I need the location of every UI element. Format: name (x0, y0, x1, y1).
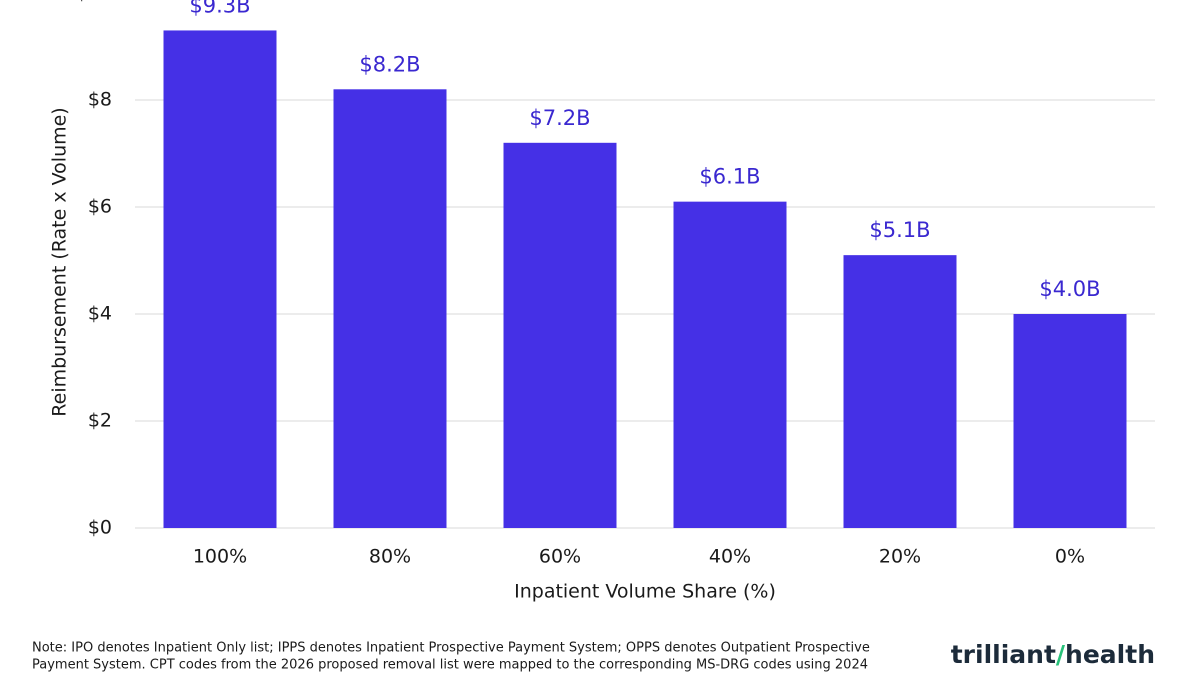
y-tick-label: $8 (88, 89, 112, 111)
x-tick-label: 40% (709, 546, 751, 568)
x-tick-label: 20% (879, 546, 921, 568)
value-label: $4.0B (1039, 277, 1100, 301)
value-label: $7.2B (529, 106, 590, 130)
y-tick-label: $10 (76, 0, 112, 4)
y-tick-label: $0 (88, 517, 112, 539)
value-label: $6.1B (699, 165, 760, 189)
note-line: Note: IPO denotes Inpatient Only list; I… (32, 641, 870, 656)
y-tick-label: $4 (88, 303, 112, 325)
bar (1013, 314, 1127, 528)
value-label: $9.3B (189, 0, 250, 17)
x-axis-title: Inpatient Volume Share (%) (514, 581, 776, 603)
bar (503, 142, 617, 529)
bar (843, 255, 957, 528)
x-tick-label: 60% (539, 546, 581, 568)
bar (163, 30, 277, 528)
logo: trilliant/health (951, 640, 1155, 669)
value-label: $5.1B (869, 218, 930, 242)
y-tick-label: $6 (88, 196, 112, 218)
x-tick-label: 100% (193, 546, 247, 568)
note-line: Payment System. CPT codes from the 2026 … (32, 658, 868, 673)
y-axis-title: Reimbursement (Rate x Volume) (49, 107, 71, 416)
logo-left: trilliant (951, 640, 1056, 669)
value-label: $8.2B (359, 52, 420, 76)
x-tick-label: 80% (369, 546, 411, 568)
logo-right: health (1065, 640, 1155, 669)
y-tick-label: $2 (88, 410, 112, 432)
x-tick-label: 0% (1055, 546, 1085, 568)
bar (673, 201, 787, 528)
bar (333, 89, 447, 529)
